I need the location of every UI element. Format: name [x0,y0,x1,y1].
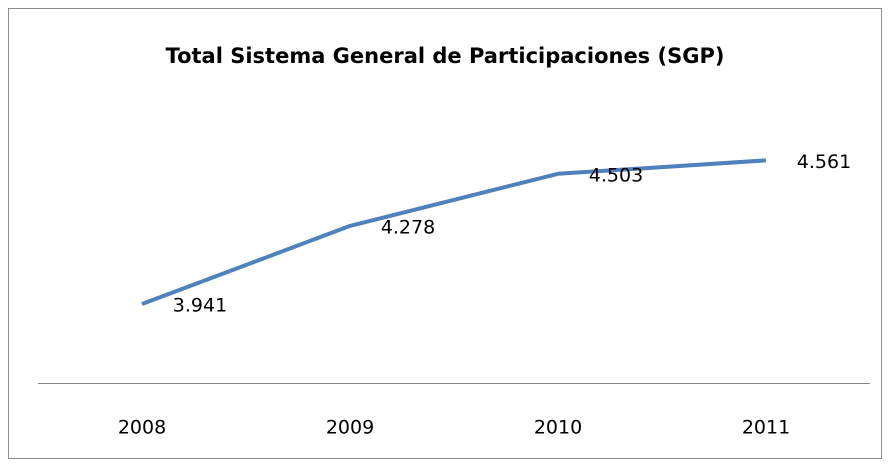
data-line [141,158,767,306]
data-label: 4.561 [797,151,851,173]
x-tick-label: 2009 [326,417,374,439]
data-label: 3.941 [173,295,227,317]
x-tick-label: 2011 [742,417,790,439]
x-tick-label: 2010 [534,417,582,439]
data-label: 4.278 [381,216,435,238]
data-label: 4.503 [589,164,643,186]
chart-border [8,8,882,459]
x-tick-label: 2008 [118,417,166,439]
chart-title: Total Sistema General de Participaciones… [166,44,725,68]
